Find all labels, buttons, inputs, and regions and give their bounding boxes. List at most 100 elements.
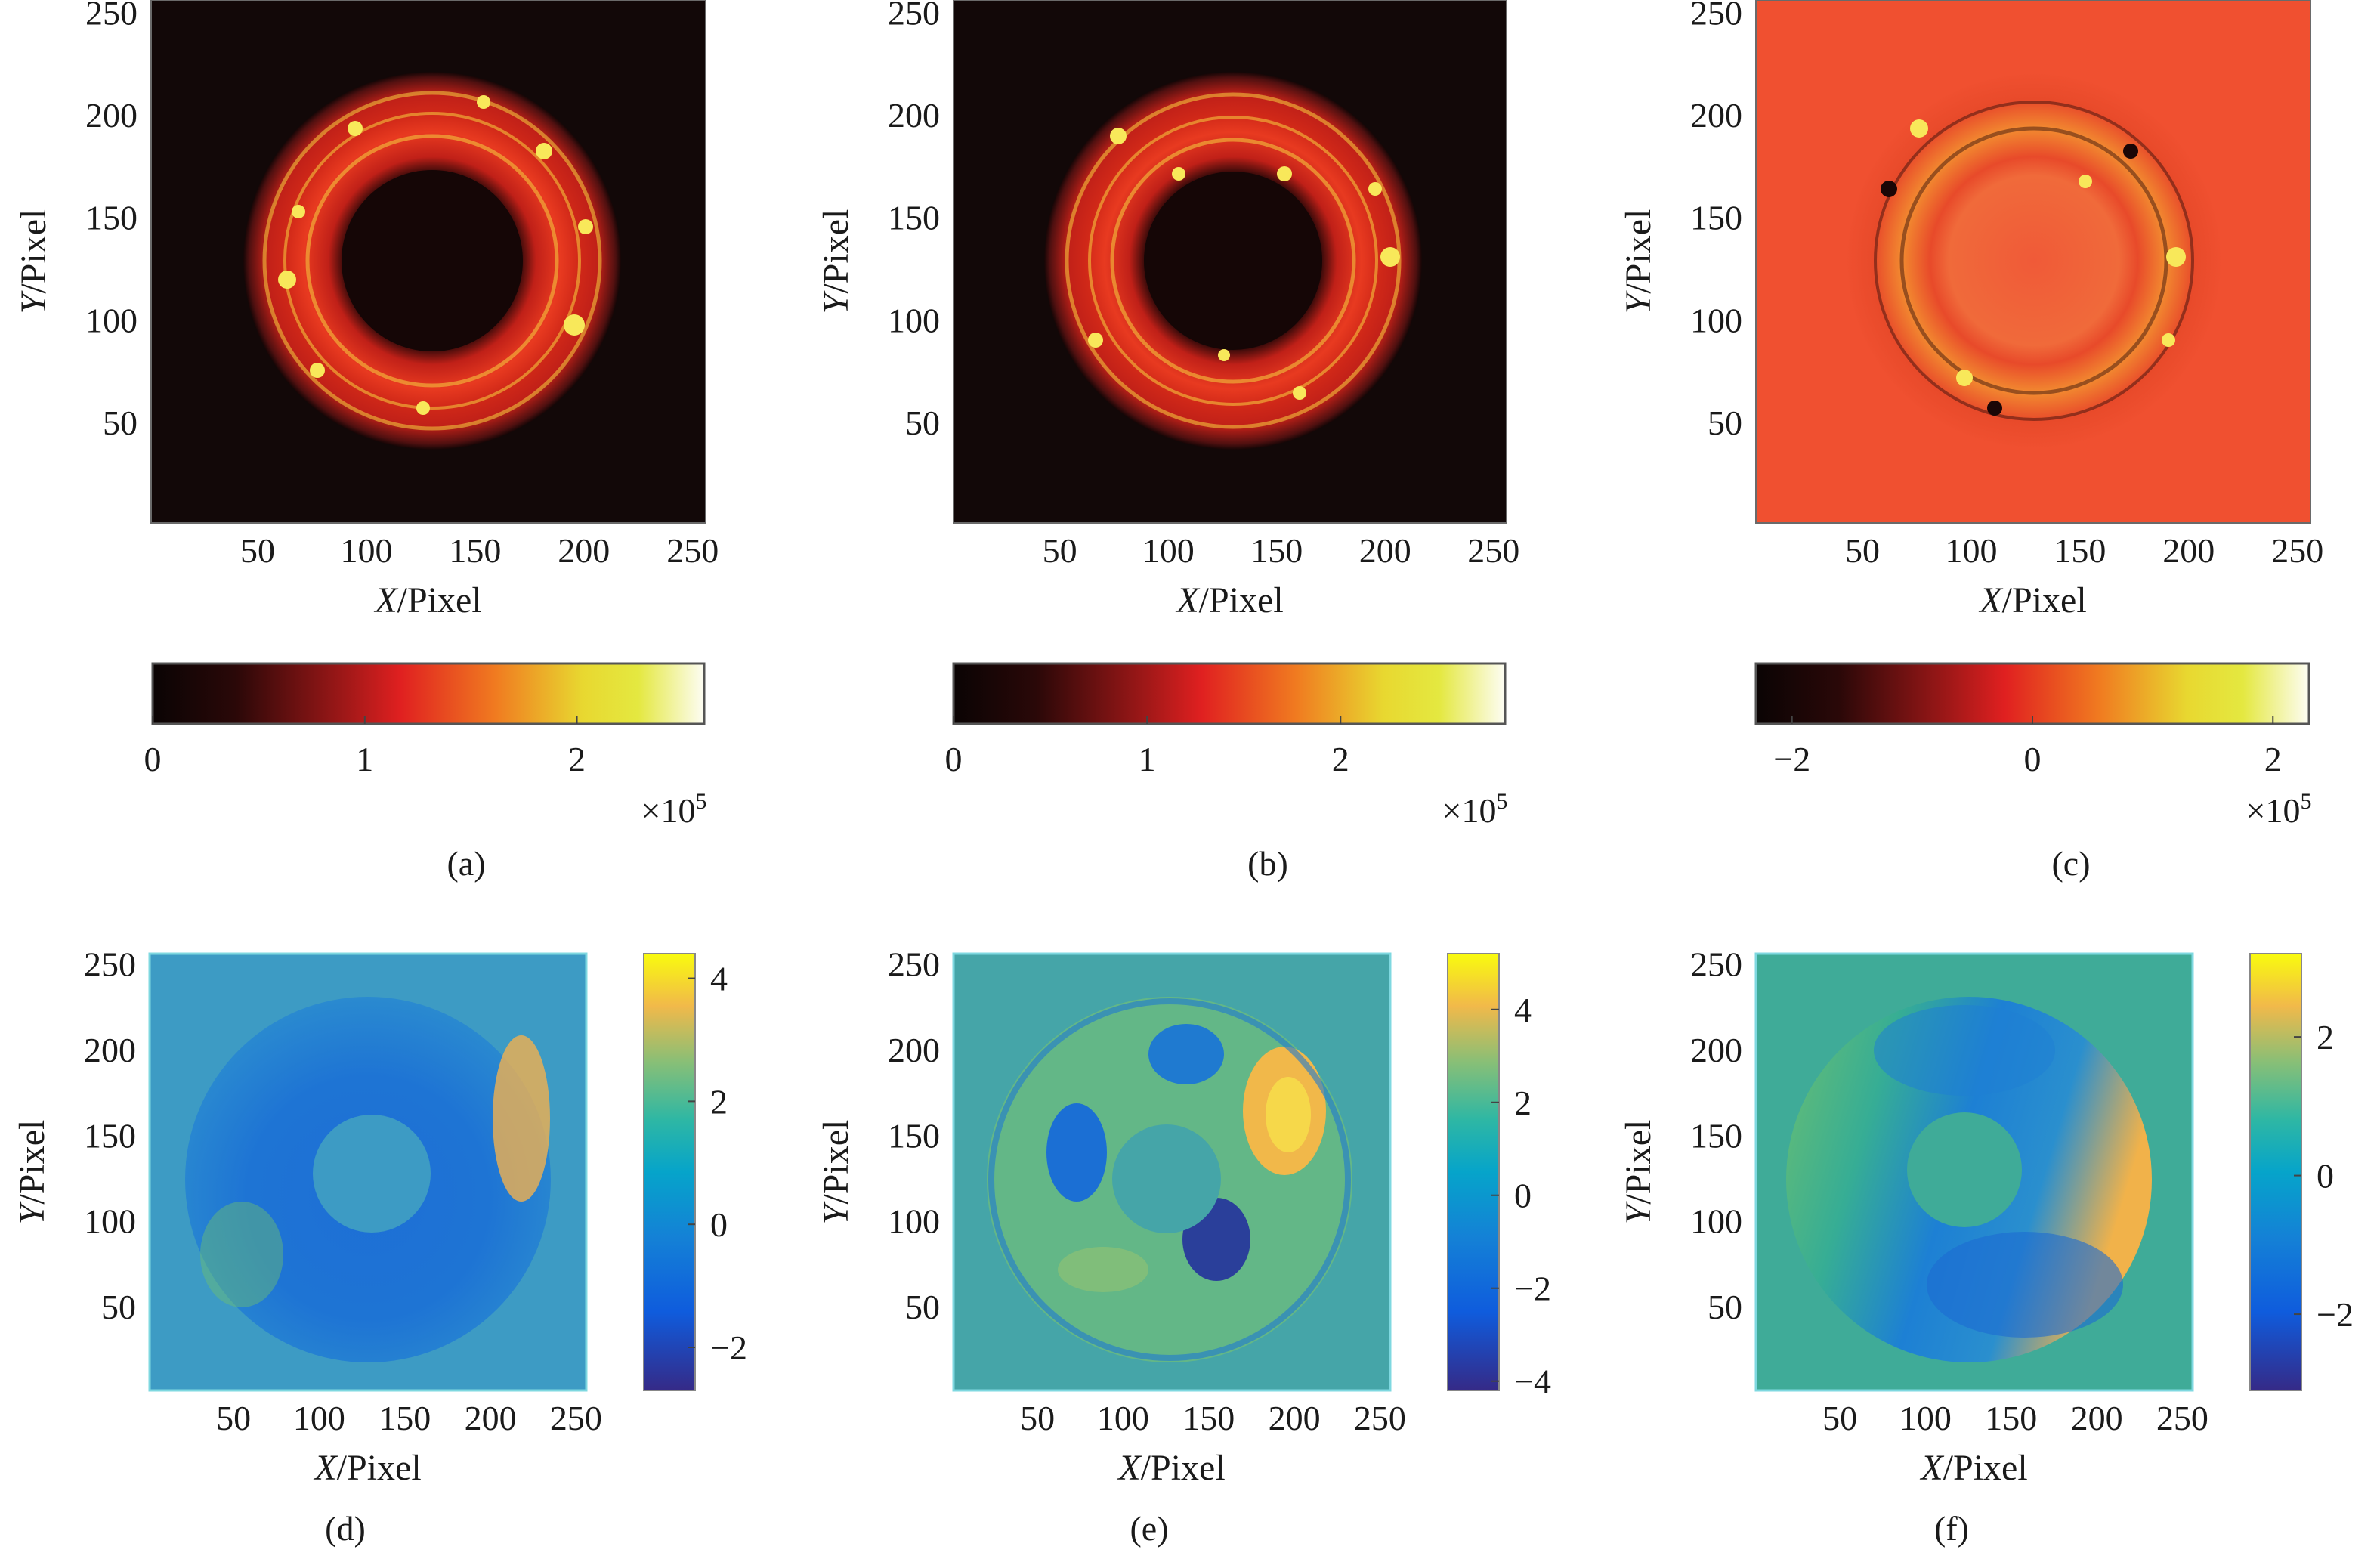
y-tick-label-b: 100 <box>888 301 940 339</box>
x-tick-label-f: 150 <box>1985 1399 2037 1437</box>
y-tick-label-f: 150 <box>1690 1116 1742 1155</box>
colorbar-tick-label-b: 2 <box>1332 740 1349 778</box>
x-tick-label-e: 100 <box>1097 1399 1149 1437</box>
panel-caption-c: (c) <box>2051 844 2090 883</box>
x-tick-label-b: 150 <box>1250 531 1303 570</box>
colorbar-tick-label-d: −2 <box>710 1328 747 1367</box>
colorbar-tick-label-e: 4 <box>1514 991 1532 1029</box>
y-tick-label-d: 200 <box>84 1031 136 1069</box>
annulus-f-hole <box>1907 1112 2022 1227</box>
x-tick-label-d: 150 <box>379 1399 431 1437</box>
x-tick-label-d: 100 <box>293 1399 345 1437</box>
y-tick-label-e: 100 <box>888 1202 940 1241</box>
text-layer: 50 100 150 200 25050100150200250X/PixelY/Pix… <box>12 0 2354 1548</box>
panel-b <box>953 0 1507 524</box>
colorbar-tick-label-a: 0 <box>144 740 162 778</box>
colorbar-tick-label-b: 1 <box>1139 740 1156 778</box>
x-tick-label-c: 150 <box>2054 531 2106 570</box>
colorbar-tick-label-e: 2 <box>1514 1084 1532 1122</box>
colorbar-tick-label-d: 2 <box>710 1082 728 1121</box>
ring-c-hotspots <box>1881 119 2186 416</box>
colorbar-a <box>151 662 706 725</box>
colorbar-b <box>952 662 1507 725</box>
colorbar-tick-label-e: −4 <box>1514 1362 1551 1401</box>
x-tick-label-a: 250 <box>666 531 719 570</box>
panel-caption-b: (b) <box>1247 844 1288 883</box>
y-tick-label-f: 100 <box>1690 1202 1742 1241</box>
colorbar-tick-label-f: 0 <box>2317 1157 2334 1195</box>
ring-a-hotspots <box>278 95 593 415</box>
x-tick-label-d: 250 <box>550 1399 602 1437</box>
annulus-e-hole <box>1112 1124 1221 1233</box>
x-tick-label-c: 100 <box>1945 531 1997 570</box>
x-tick-label-d: 50 <box>216 1399 251 1437</box>
colorbar-c <box>1754 662 2310 725</box>
y-tick-label-e: 250 <box>888 945 940 984</box>
colorbar-exponent-a: ×105 <box>641 789 707 830</box>
colorbar-tick-label-c: 2 <box>2264 740 2282 778</box>
y-tick-label-b: 250 <box>888 0 940 32</box>
y-axis-label-e: Y/Pixel <box>816 1120 856 1225</box>
y-tick-label-c: 50 <box>1708 404 1742 442</box>
x-tick-label-b: 50 <box>1043 531 1077 570</box>
y-tick-label-e: 50 <box>905 1288 940 1326</box>
y-tick-label-a: 150 <box>85 199 138 237</box>
x-tick-label-f: 100 <box>1899 1399 1952 1437</box>
x-tick-label-a: 200 <box>558 531 610 570</box>
y-tick-label-d: 150 <box>84 1116 136 1155</box>
ring-c <box>1845 72 2223 450</box>
x-axis-label-c: X/Pixel <box>1978 580 2086 620</box>
panel-caption-d: (d) <box>325 1509 366 1548</box>
x-axis-label-d: X/Pixel <box>313 1448 421 1488</box>
x-axis-label-a: X/Pixel <box>373 580 481 620</box>
ring-b-inner <box>1144 172 1322 350</box>
y-tick-label-f: 50 <box>1708 1288 1742 1326</box>
x-tick-label-e: 50 <box>1020 1399 1055 1437</box>
x-tick-label-b: 100 <box>1142 531 1195 570</box>
y-tick-label-d: 250 <box>84 945 136 984</box>
annulus-d-highlight <box>493 1035 550 1202</box>
colorbar-tick-label-d: 4 <box>710 960 728 998</box>
x-tick-label-f: 250 <box>2156 1399 2208 1437</box>
panel-f <box>1754 952 2194 1392</box>
y-tick-label-b: 150 <box>888 199 940 237</box>
panel-d <box>148 952 588 1392</box>
y-tick-label-b: 50 <box>905 404 940 442</box>
x-tick-label-b: 250 <box>1467 531 1519 570</box>
y-axis-label-c: Y/Pixel <box>1618 209 1658 314</box>
x-tick-label-b: 200 <box>1359 531 1411 570</box>
ring-b-hotspots <box>1088 128 1400 400</box>
y-tick-label-e: 150 <box>888 1116 940 1155</box>
y-tick-label-b: 200 <box>888 96 940 135</box>
colorbar-e <box>1447 953 1500 1391</box>
colorbar-tick-label-f: −2 <box>2317 1295 2354 1334</box>
colorbar-exponent-b: ×105 <box>1442 789 1508 830</box>
colorbar-tick-label-b: 0 <box>945 740 963 778</box>
colorbar-tick-label-e: 0 <box>1514 1177 1532 1215</box>
x-tick-label-a: 50 <box>240 531 275 570</box>
y-tick-label-c: 200 <box>1690 96 1742 135</box>
y-axis-label-f: Y/Pixel <box>1618 1120 1658 1225</box>
panel-a <box>150 0 706 524</box>
annulus-d-hole <box>313 1115 431 1233</box>
x-tick-label-f: 50 <box>1822 1399 1857 1437</box>
y-axis-label-d: Y/Pixel <box>12 1120 52 1225</box>
x-tick-label-f: 200 <box>2071 1399 2123 1437</box>
x-tick-label-e: 150 <box>1182 1399 1235 1437</box>
colorbar-tick-label-d: 0 <box>710 1205 728 1244</box>
y-tick-label-a: 250 <box>85 0 138 32</box>
panel-e <box>952 952 1392 1392</box>
y-axis-label-a: Y/Pixel <box>14 209 54 314</box>
colorbar-tick-label-c: −2 <box>1773 740 1810 778</box>
colorbar-d <box>643 953 696 1391</box>
colorbar-tick-label-c: 0 <box>2024 740 2042 778</box>
y-tick-label-f: 250 <box>1690 945 1742 984</box>
x-axis-label-e: X/Pixel <box>1117 1448 1225 1488</box>
ring-c-bands <box>1874 101 2194 421</box>
x-tick-label-e: 250 <box>1354 1399 1406 1437</box>
y-axis-label-b: Y/Pixel <box>816 209 856 314</box>
x-tick-label-c: 200 <box>2162 531 2215 570</box>
colorbar-tick-label-f: 2 <box>2317 1018 2334 1056</box>
ring-a-inner <box>342 170 523 351</box>
